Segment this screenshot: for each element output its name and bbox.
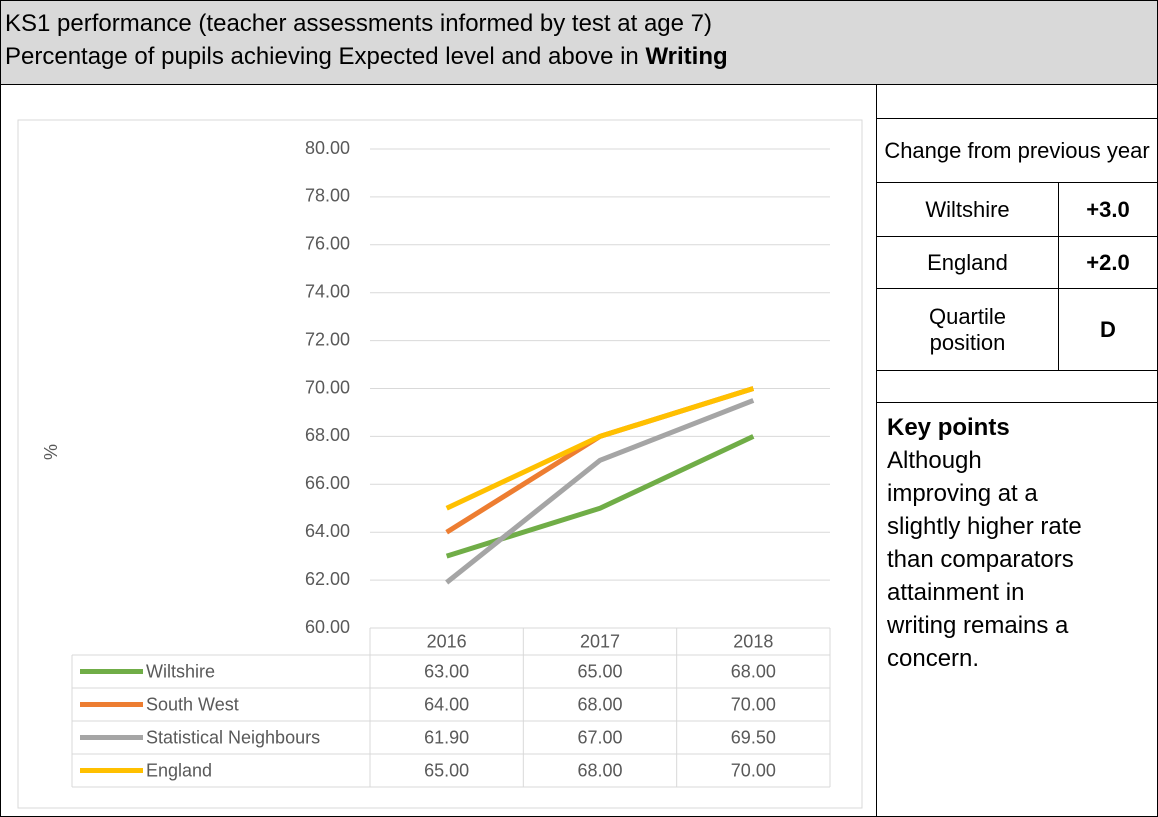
x-tick-label: 2018: [733, 631, 773, 651]
y-tick-label: 76.00: [305, 234, 350, 254]
y-tick-label: 62.00: [305, 569, 350, 589]
empty-cell: [876, 370, 1158, 403]
row-value: +3.0: [1058, 182, 1158, 237]
series-line: [445, 386, 755, 511]
y-tick-label: 64.00: [305, 521, 350, 541]
table-value: 61.90: [424, 727, 469, 747]
key-points-title: Key points: [887, 414, 1010, 441]
key-points: Key points Although improving at a sligh…: [876, 402, 1158, 817]
chart: % 60.00 62.00 64.00 66.00 68.00 70.00 72.00 74.…: [17, 119, 863, 809]
header-line2-text: Percentage of pupils achieving Expected …: [5, 43, 639, 70]
legend-label: South West: [146, 694, 239, 714]
row-label: Wiltshire: [876, 182, 1059, 237]
change-title: Change from previous year: [876, 118, 1158, 183]
table-value: 70.00: [731, 694, 776, 714]
header-line2: Percentage of pupils achieving Expected …: [5, 40, 1157, 73]
x-tick-label: 2016: [427, 631, 467, 651]
key-points-text: Although improving at a slightly higher …: [887, 447, 1082, 672]
y-tick-label: 72.00: [305, 329, 350, 349]
table-value: 70.00: [731, 760, 776, 780]
table-value: 69.50: [731, 727, 776, 747]
y-axis-label: %: [41, 444, 61, 460]
row-value: +2.0: [1058, 236, 1158, 289]
x-tick-label: 2017: [580, 631, 620, 651]
legend-label: Wiltshire: [146, 661, 215, 681]
y-tick-label: 66.00: [305, 473, 350, 493]
header: KS1 performance (teacher assessments inf…: [0, 0, 1158, 85]
table-value: 65.00: [424, 760, 469, 780]
legend-label: England: [146, 760, 212, 780]
table-value: 67.00: [577, 727, 622, 747]
y-tick-label: 68.00: [305, 425, 350, 445]
row-label: England: [876, 236, 1059, 289]
y-tick-label: 70.00: [305, 377, 350, 397]
y-tick-label: 74.00: [305, 281, 350, 301]
y-tick-label: 78.00: [305, 186, 350, 206]
table-value: 65.00: [577, 661, 622, 681]
table-value: 68.00: [731, 661, 776, 681]
y-tick-label: 80.00: [305, 138, 350, 158]
row-label: Quartile position: [876, 288, 1059, 371]
legend-label: Statistical Neighbours: [146, 727, 320, 747]
chart-frame: [17, 119, 863, 809]
y-tick-label: 60.00: [305, 617, 350, 637]
header-line1: KS1 performance (teacher assessments inf…: [5, 10, 713, 37]
table-value: 64.00: [424, 694, 469, 714]
empty-cell: [876, 84, 1158, 119]
header-line2-bold: Writing: [645, 43, 728, 70]
table-value: 68.00: [577, 760, 622, 780]
series-line: [445, 398, 755, 585]
table-value: 63.00: [424, 661, 469, 681]
row-value: D: [1058, 288, 1158, 371]
table-value: 68.00: [577, 694, 622, 714]
